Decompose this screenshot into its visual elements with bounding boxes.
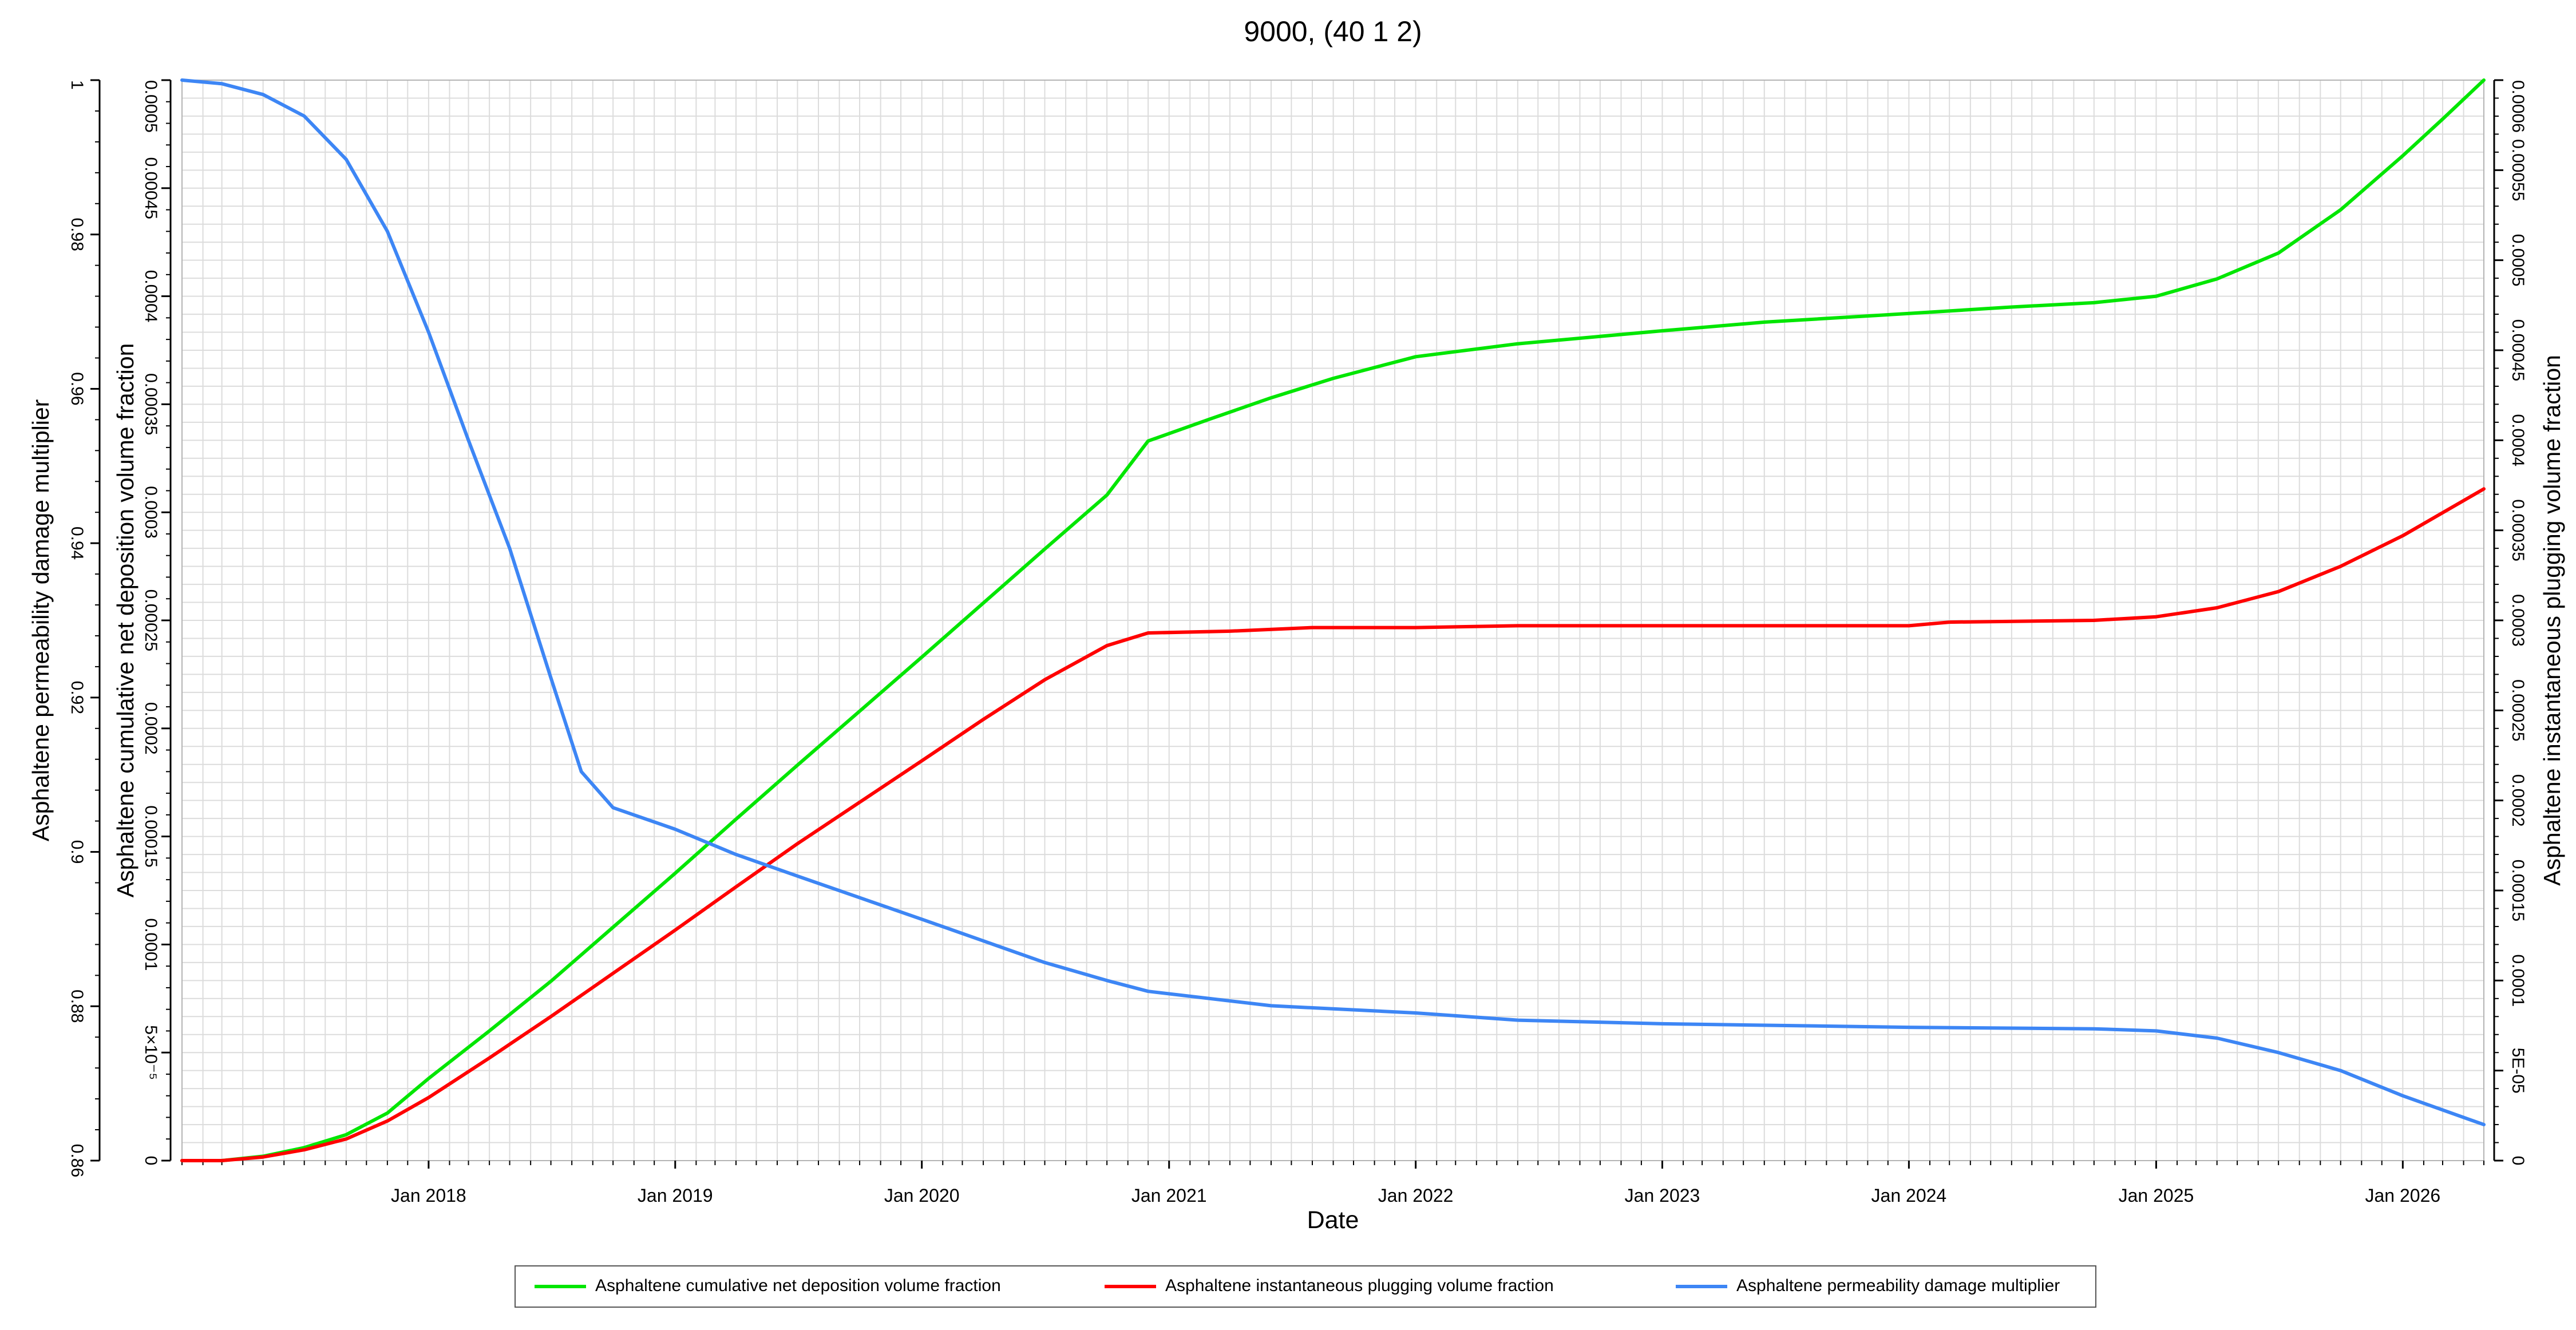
- x-tick-label: Jan 2021: [1131, 1185, 1207, 1206]
- y-tick-label-cumdep: 0.0001: [141, 919, 160, 971]
- y-tick-label-plug: 0: [2508, 1156, 2527, 1166]
- grid: [181, 80, 2484, 1161]
- y-tick-label-cumdep: 0.00035: [141, 373, 160, 435]
- y-tick-label-cumdep: 0.0002: [141, 702, 160, 755]
- y-tick-label-plug: 0.00015: [2508, 860, 2527, 921]
- y-tick-label-perm: 0.9: [68, 840, 86, 864]
- series-line-0: [180, 78, 2486, 1162]
- x-tick-label: Jan 2023: [1625, 1185, 1700, 1206]
- y-tick-label-plug: 0.0001: [2508, 954, 2527, 1007]
- x-tick-label: Jan 2025: [2119, 1185, 2194, 1206]
- y-tick-label-plug: 0.0003: [2508, 594, 2527, 647]
- y-tick-label-plug: 0.00055: [2508, 139, 2527, 201]
- y-tick-label-plug: 0.00045: [2508, 319, 2527, 381]
- y-tick-label-cumdep: 0.00015: [141, 805, 160, 867]
- y-tick-label-perm: 0.94: [68, 527, 86, 560]
- y-tick-label-plug: 0.0002: [2508, 774, 2527, 827]
- series-lines: [180, 78, 2486, 1162]
- x-tick-label: Jan 2024: [1871, 1185, 1947, 1206]
- legend: Asphaltene cumulative net deposition vol…: [515, 1265, 2096, 1308]
- x-tick-label: Jan 2026: [2365, 1185, 2441, 1206]
- y-tick-label-cumdep: 0.0005: [141, 80, 160, 133]
- x-tick-label: Jan 2022: [1378, 1185, 1454, 1206]
- y-axis-title-cumdep: Asphaltene cumulative net deposition vol…: [112, 343, 139, 898]
- x-tick-label: Jan 2019: [638, 1185, 713, 1206]
- y-tick-label-perm: 0.98: [68, 218, 86, 251]
- y-tick-label-cumdep: 0.0004: [141, 270, 160, 323]
- x-tick-label: Jan 2018: [391, 1185, 466, 1206]
- y-axis-title-plug: Asphaltene instantaneous plugging volume…: [2539, 355, 2565, 886]
- y-tick-label-cumdep: 0.0003: [141, 486, 160, 539]
- x-tick-label: Jan 2020: [884, 1185, 960, 1206]
- y-tick-label-plug: 0.00025: [2508, 679, 2527, 741]
- legend-label: Asphaltene instantaneous plugging volume…: [1165, 1276, 1554, 1295]
- y-tick-label-plug: 5E-05: [2508, 1048, 2527, 1094]
- y-tick-label-perm: 1: [68, 80, 86, 90]
- y-tick-label-perm: 0.86: [68, 1144, 86, 1177]
- y-tick-label-plug: 0.00035: [2508, 499, 2527, 561]
- axes: Jan 2018 Jan 2019 Jan 2020 Jan 2021 Jan 2022…: [27, 79, 2565, 1206]
- y-tick-label-cumdep: 0: [141, 1156, 160, 1166]
- y-tick-label-perm: 0.96: [68, 372, 86, 405]
- y-tick-label-plug: 0.0006: [2508, 80, 2527, 133]
- y-tick-label-perm: 0.92: [68, 681, 86, 714]
- series-line-2: [180, 78, 2486, 1127]
- y-tick-label-cumdep: 0.00045: [141, 157, 160, 219]
- series-line-1: [180, 487, 2486, 1162]
- x-axis-label: Date: [1307, 1206, 1359, 1234]
- y-tick-label-cumdep: 0.00025: [141, 589, 160, 651]
- chart-title: 9000, (40 1 2): [1244, 15, 1422, 48]
- y-tick-label-perm: 0.88: [68, 989, 86, 1023]
- legend-box: [515, 1265, 2096, 1308]
- legend-label: Asphaltene permeability damage multiplie…: [1736, 1276, 2060, 1295]
- legend-label: Asphaltene cumulative net deposition vol…: [595, 1276, 1001, 1295]
- y-tick-label-plug: 0.0005: [2508, 234, 2527, 287]
- y-tick-label-cumdep: 5×10⁻⁵: [141, 1025, 160, 1080]
- y-axis-title-perm: Asphaltene permeability damage multiplie…: [27, 399, 54, 842]
- y-tick-label-plug: 0.0004: [2508, 414, 2527, 466]
